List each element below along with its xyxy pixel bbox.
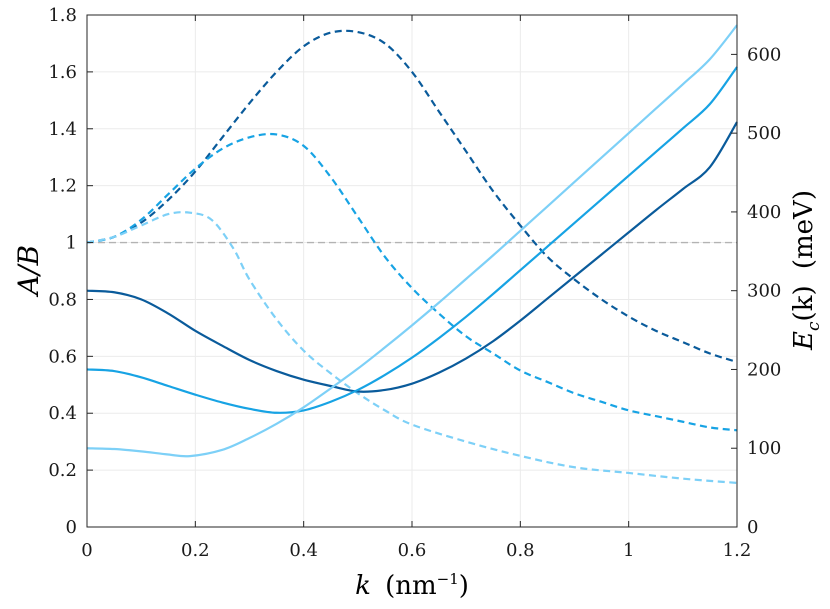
x-tick-label-3: 0.6 xyxy=(398,540,427,561)
y-left-tick-label-9: 1.8 xyxy=(48,5,77,26)
x-tick-label-1: 0.2 xyxy=(181,540,210,561)
y-axis-right-title: Ec(k) (meV) xyxy=(789,190,824,351)
y-left-tick-label-8: 1.6 xyxy=(48,62,77,83)
series-line-0-left-dashed xyxy=(86,29,738,364)
y-left-tick-label-6: 1.2 xyxy=(48,176,77,197)
y-right-tick-label-4: 400 xyxy=(747,202,781,223)
y-right-tick-label-0: 0 xyxy=(747,517,758,538)
y-left-tick-label-5: 1 xyxy=(66,233,77,254)
series-line-2-left-dashed xyxy=(86,211,738,485)
y-left-tick-label-0: 0 xyxy=(66,517,77,538)
series-group xyxy=(86,24,738,485)
y-axis-left-title: A/B xyxy=(12,245,45,298)
grid xyxy=(86,14,738,528)
y-left-tick-label-7: 1.4 xyxy=(48,119,77,140)
x-tick-label-0: 0 xyxy=(81,540,92,561)
series-line-5-right-solid xyxy=(86,24,738,458)
series-line-4-right-solid xyxy=(86,66,738,414)
y-left-tick-label-4: 0.8 xyxy=(48,289,77,310)
y-right-tick-label-6: 600 xyxy=(747,44,781,65)
series-line-3-right-solid xyxy=(86,121,738,393)
y-left-tick-label-2: 0.4 xyxy=(48,403,77,424)
x-tick-label-6: 1.2 xyxy=(723,540,752,561)
y-right-tick-label-3: 300 xyxy=(747,281,781,302)
tick-labels: 0 0.2 0.4 0.6 0.8 1 1.200.20.40.60.811.21.41.6… xyxy=(48,5,781,561)
y-left-tick-label-3: 0.6 xyxy=(48,346,77,367)
x-tick-label-5: 1 xyxy=(623,540,634,561)
y-left-tick-label-1: 0.2 xyxy=(48,460,77,481)
x-tick-label-2: 0.4 xyxy=(289,540,318,561)
x-tick-label-4: 0.8 xyxy=(506,540,535,561)
x-axis-title: k (nm−1) xyxy=(355,570,469,601)
y-right-tick-label-2: 200 xyxy=(747,359,781,380)
y-right-tick-label-5: 500 xyxy=(747,123,781,144)
y-right-tick-label-1: 100 xyxy=(747,438,781,459)
axes xyxy=(86,14,738,528)
